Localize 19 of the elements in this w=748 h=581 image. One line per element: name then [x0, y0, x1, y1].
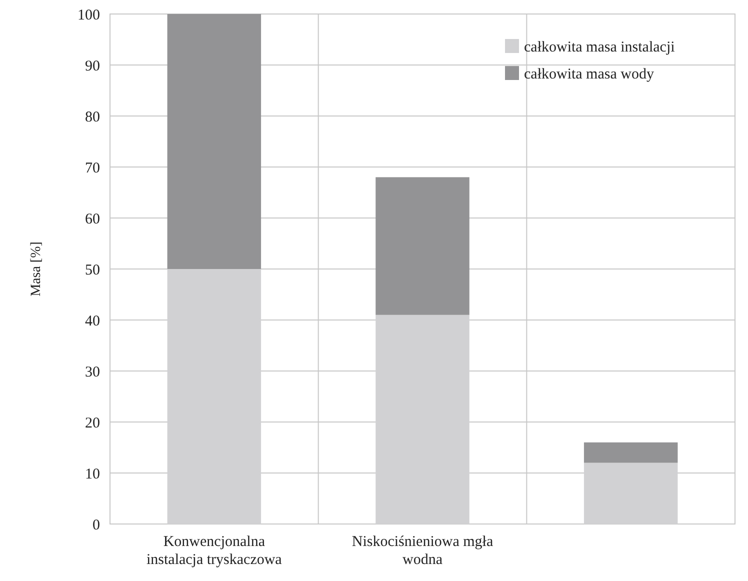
legend-label: całkowita masa instalacji [524, 39, 675, 56]
y-tick-label: 70 [85, 160, 100, 176]
x-tick-label: Niskociśnieniowa mgła wodna [352, 534, 494, 568]
x-tick-label: Konwencjonalna instalacja tryskaczowa [146, 534, 282, 568]
bar [167, 14, 262, 269]
y-tick-label: 20 [85, 415, 100, 432]
y-tick-label: 50 [85, 262, 100, 278]
y-tick-label: 40 [85, 313, 100, 330]
y-tick-label: 10 [85, 466, 100, 482]
y-tick-label: 100 [78, 7, 100, 24]
y-tick-label: 60 [85, 211, 100, 228]
y-tick-label: 30 [85, 364, 100, 380]
y-tick-label: 90 [85, 58, 100, 74]
y-tick-label: 80 [85, 109, 100, 126]
y-tick-label: 0 [92, 517, 100, 534]
bar [584, 442, 678, 463]
bar [376, 177, 470, 315]
legend-label: całkowita masa wody [524, 66, 654, 82]
y-axis-title: Masa [%] [29, 242, 44, 296]
